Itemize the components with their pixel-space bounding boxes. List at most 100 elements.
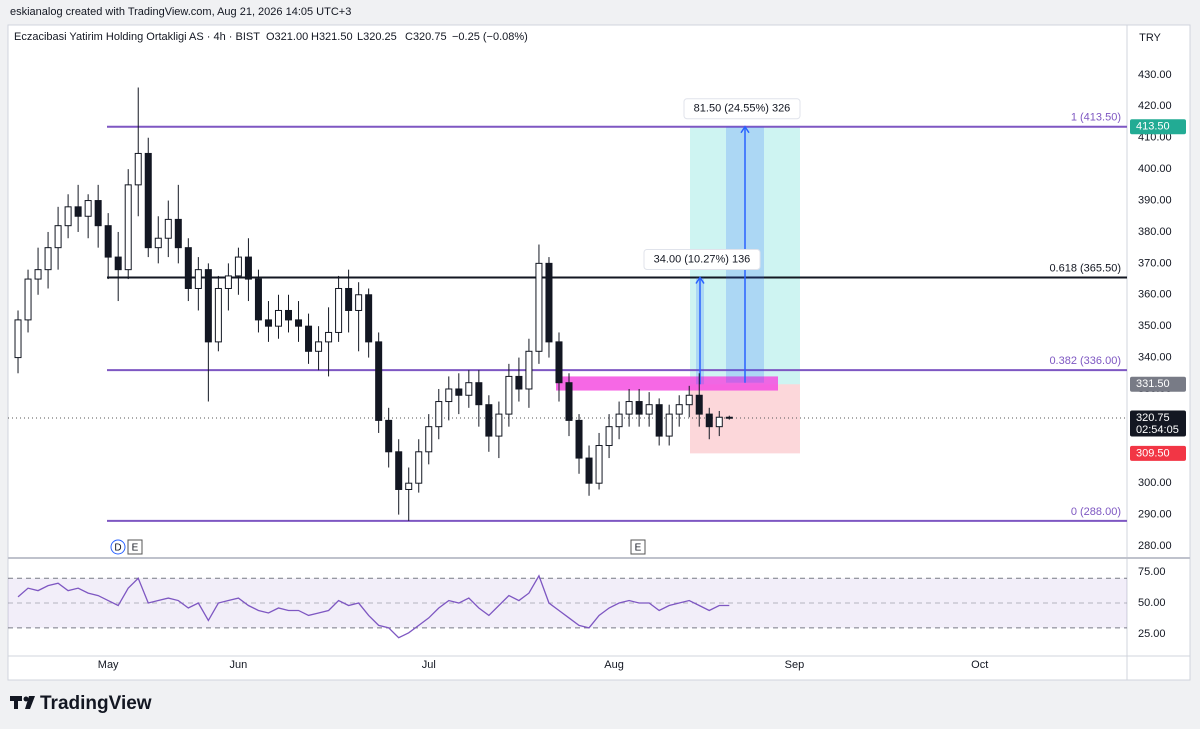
candle-body	[284, 309, 293, 321]
candle-body	[44, 247, 52, 271]
fib-label: 0 (288.00)	[1071, 506, 1121, 518]
candle-body	[595, 445, 603, 484]
candle-body	[455, 388, 463, 396]
candle-body	[274, 309, 282, 327]
price-label-box	[1130, 376, 1186, 392]
candle-body	[665, 413, 673, 437]
candle-body	[194, 269, 202, 289]
price-label: 413.50	[1136, 121, 1170, 133]
legend-change: −0.25 (−0.08%)	[452, 31, 528, 43]
candle-body	[615, 413, 623, 428]
currency[interactable]: TRY	[1139, 32, 1161, 44]
candle-body	[154, 237, 162, 249]
fib-label: 1 (413.50)	[1071, 112, 1121, 124]
candle-body	[244, 256, 252, 280]
candle-body	[645, 404, 653, 415]
legend-open: O321.00	[266, 31, 308, 43]
candle-body	[365, 294, 373, 343]
event-label: D	[114, 543, 121, 554]
candle-body	[264, 319, 272, 327]
time-tick-label: Jun	[230, 659, 248, 671]
candle-body	[715, 416, 723, 428]
candle-body	[355, 294, 363, 311]
price-label-box	[1130, 119, 1186, 135]
event-label: E	[132, 543, 139, 554]
zone	[556, 376, 778, 391]
legend-low: L320.25	[357, 31, 397, 43]
candle-body	[475, 382, 483, 406]
candle-body	[104, 225, 112, 258]
price-label: 309.50	[1136, 447, 1170, 459]
candle-body	[675, 404, 683, 415]
candle-body	[34, 269, 42, 280]
time-tick-label: Jul	[422, 659, 436, 671]
price-tick-label: 390.00	[1138, 194, 1172, 206]
candle-body	[64, 206, 72, 227]
measure-label: 81.50 (24.55%) 326	[694, 103, 791, 115]
price-label-box	[1130, 445, 1186, 461]
arrow-head	[740, 125, 750, 134]
candle-body	[14, 319, 22, 359]
price-tick-label: 280.00	[1138, 540, 1172, 552]
time-tick-label: May	[98, 659, 119, 671]
event-marker[interactable]	[630, 539, 646, 555]
price-tick-label: 430.00	[1138, 69, 1172, 81]
candle-body	[144, 152, 152, 249]
candle-body	[295, 319, 303, 327]
candle-body	[525, 350, 533, 390]
candle-body	[124, 184, 132, 271]
candle-body	[535, 262, 543, 352]
candle-body	[345, 287, 353, 311]
brand-logo	[10, 696, 35, 709]
price-tick-label: 360.00	[1138, 289, 1172, 301]
candle-body	[605, 426, 613, 447]
price-tick-label: 290.00	[1138, 509, 1172, 521]
candle-body	[655, 404, 663, 437]
candle-body	[635, 401, 643, 415]
arrow-head	[695, 276, 705, 284]
candle-body	[695, 394, 703, 415]
fib-label: 0.382 (336.00)	[1049, 355, 1121, 367]
price-tick-label: 350.00	[1138, 320, 1172, 332]
candle-body	[515, 375, 523, 390]
event-marker[interactable]	[110, 539, 126, 555]
measure-label: 34.00 (10.27%) 136	[654, 253, 751, 265]
candle-body	[224, 275, 232, 289]
candle-body	[425, 426, 433, 453]
chart-panel	[7, 24, 1191, 681]
price-tick-label: 340.00	[1138, 351, 1172, 363]
candle-body	[405, 482, 413, 490]
candle-body	[254, 278, 262, 321]
event-label: E	[635, 543, 642, 554]
price-label: 320.75	[1136, 412, 1170, 424]
candle-body	[114, 256, 122, 271]
candle-body	[375, 341, 383, 421]
event-marker[interactable]	[127, 539, 143, 555]
candle-body	[685, 394, 693, 406]
price-tick-label: 370.00	[1138, 257, 1172, 269]
candle-body	[54, 225, 62, 249]
candle-body	[305, 325, 313, 352]
measure-label-box	[643, 248, 761, 270]
candle-body	[134, 152, 142, 186]
price-label: 331.50	[1136, 378, 1170, 390]
candle-body	[174, 218, 182, 249]
candle-body	[585, 457, 593, 484]
time-tick-label: Sep	[785, 659, 805, 671]
candle-body	[415, 451, 423, 484]
time-tick-label: Oct	[971, 659, 988, 671]
brand: TradingView	[40, 693, 152, 714]
candle-body	[74, 206, 82, 217]
candle-body	[84, 200, 92, 217]
candle-body	[164, 218, 172, 239]
candle-body	[545, 262, 553, 343]
legend-symbol: Eczacibasi Yatirim Holding Ortakligi AS …	[14, 31, 260, 43]
candle-body	[575, 419, 583, 459]
rsi-tick-label: 25.00	[1138, 628, 1166, 640]
fib-label: 0.618 (365.50)	[1049, 262, 1121, 274]
candle-body	[465, 382, 473, 396]
price-tick-label: 380.00	[1138, 226, 1172, 238]
candle-body	[184, 247, 192, 289]
